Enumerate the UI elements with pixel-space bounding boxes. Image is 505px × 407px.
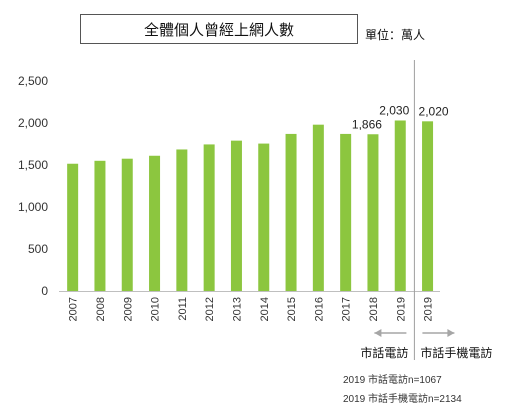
y-tick-label: 2,000: [18, 116, 48, 130]
x-tick-label: 2019: [423, 297, 435, 321]
y-tick-label: 1,500: [18, 158, 48, 172]
bar-2012: [203, 144, 215, 291]
bar-2013: [230, 140, 242, 291]
x-tick-label: 2009: [122, 297, 134, 321]
bar-2017: [340, 133, 352, 291]
unit-label: 單位：萬人: [365, 28, 426, 42]
x-tick-label: 2018: [368, 297, 380, 321]
bar-2011: [176, 149, 188, 291]
bar-2009: [121, 158, 133, 291]
bar-2008: [94, 160, 106, 291]
x-tick-label: 2016: [313, 297, 325, 321]
x-tick-label: 2012: [204, 297, 216, 321]
x-tick-label: 2019: [395, 297, 407, 321]
y-tick-label: 2,500: [18, 74, 48, 88]
data-label: 2,020: [419, 104, 449, 118]
data-label: 2,030: [379, 103, 409, 117]
x-tick-label: 2007: [68, 297, 80, 321]
y-tick-label: 0: [41, 284, 48, 298]
bar-2016: [312, 124, 324, 292]
x-tick-label: 2013: [231, 297, 243, 321]
bar-2007: [67, 163, 79, 291]
method-label-landline: 市話電訪: [360, 345, 408, 360]
x-tick-label: 2011: [177, 297, 189, 321]
bar-2014: [258, 143, 270, 291]
x-tick-label: 2017: [341, 297, 353, 321]
data-label: 1,866: [352, 117, 382, 131]
sample-note-mobile: 2019 市話手機電訪n=2134: [343, 394, 462, 405]
x-tick-label: 2010: [150, 297, 162, 321]
y-tick-label: 1,000: [18, 200, 48, 214]
method-label-mobile: 市話手機電訪: [420, 345, 492, 360]
arrow-left-head: [374, 329, 382, 337]
bar-2019-mobile: [422, 121, 434, 291]
bar-2018: [367, 134, 379, 291]
x-tick-label: 2008: [95, 297, 107, 321]
bar-2015: [285, 133, 297, 291]
x-tick-label: 2015: [286, 297, 298, 321]
sample-note-landline: 2019 市話電訪n=1067: [343, 375, 442, 386]
bar-2010: [149, 155, 161, 291]
x-tick-label: 2014: [259, 297, 271, 321]
bar-2019: [394, 120, 406, 291]
y-tick-label: 500: [28, 242, 48, 256]
arrow-right-head: [447, 329, 455, 337]
chart-title: 全體個人曾經上網人數: [80, 14, 358, 44]
